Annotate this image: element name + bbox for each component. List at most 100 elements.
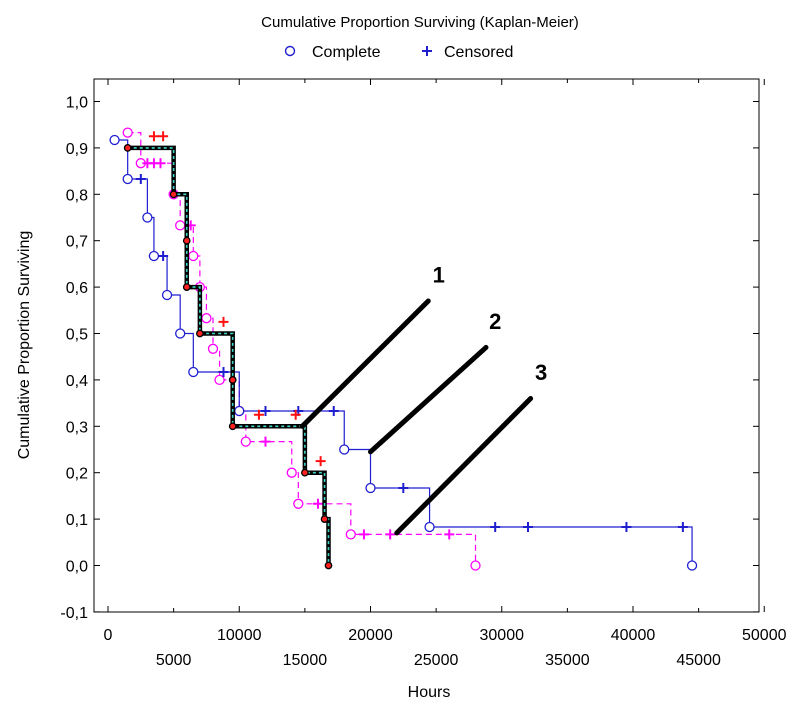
complete-point [293, 498, 304, 509]
censored-point [218, 367, 229, 378]
complete-point [175, 220, 186, 231]
complete-point [286, 467, 297, 478]
censored-point [313, 498, 323, 509]
legend-censored-marker [422, 46, 432, 56]
series-layer [109, 127, 698, 571]
censored-point [328, 405, 339, 416]
annotation-label: 1 [433, 262, 445, 287]
y-tick-label: 0,4 [66, 373, 88, 390]
x-tick-label: 15000 [283, 652, 328, 669]
legend-censored-label: Censored [444, 44, 513, 61]
complete-point [182, 236, 191, 245]
censored-point [444, 529, 455, 540]
y-tick-label: 0,2 [66, 466, 88, 483]
x-tick-label: 20000 [348, 627, 393, 644]
annotation-layer: 1 2 3 [299, 262, 547, 536]
x-tick-label: 50000 [742, 627, 787, 644]
complete-point [240, 436, 251, 447]
complete-point [109, 134, 120, 146]
y-tick-label: 0,0 [66, 559, 88, 576]
censored-point [523, 521, 533, 532]
x-tick-label: 30000 [480, 627, 525, 644]
complete-point [169, 190, 178, 199]
complete-point [123, 144, 132, 152]
complete-point [161, 289, 173, 301]
censored-point [677, 521, 688, 532]
complete-point [122, 127, 133, 138]
series-group [109, 134, 698, 571]
series-line [114, 139, 693, 566]
plot-frame [93, 78, 760, 613]
complete-point [182, 283, 191, 291]
complete-point [234, 405, 245, 417]
annotation-label: 2 [489, 309, 501, 334]
y-tick-label: 0,9 [66, 141, 88, 158]
legend-complete-marker [284, 45, 296, 57]
complete-point [424, 521, 435, 533]
censored-point [158, 131, 169, 142]
complete-point [470, 560, 481, 571]
complete-point [228, 376, 237, 384]
complete-point [214, 374, 225, 386]
complete-point [207, 343, 219, 354]
censored-point [315, 456, 326, 467]
complete-point [365, 482, 376, 494]
x-tick-label: 0 [104, 627, 113, 644]
annotation-line [368, 344, 489, 455]
complete-point [686, 560, 698, 571]
complete-point [122, 173, 133, 185]
complete-point [188, 250, 199, 262]
series-group [123, 131, 333, 570]
complete-point [320, 515, 329, 523]
x-tick-label: 45000 [676, 652, 721, 669]
y-tick-label: -0,1 [60, 605, 88, 622]
complete-point [201, 313, 212, 324]
censored-point [218, 316, 229, 327]
chart-title: Cumulative Proportion Surviving (Kaplan-… [261, 14, 579, 31]
y-tick-label: 0,3 [66, 419, 88, 436]
complete-point [148, 250, 160, 262]
x-axis-title: Hours [408, 684, 451, 701]
censored-point [621, 521, 632, 532]
censored-point [398, 483, 409, 494]
censored-point [155, 158, 166, 169]
annotation-label: 3 [535, 360, 547, 385]
censored-point [253, 409, 264, 420]
censored-point [148, 131, 159, 142]
censored-point [290, 409, 301, 420]
y-tick-label: 0,6 [66, 280, 88, 297]
complete-point [345, 529, 356, 540]
censored-point [260, 436, 271, 447]
y-tick-label: 0,7 [66, 234, 88, 251]
legend-complete-label: Complete [312, 44, 381, 61]
x-tick-label: 35000 [545, 652, 590, 669]
y-axis-title: Cumulative Proportion Surviving [16, 231, 33, 460]
censored-point [358, 529, 369, 540]
series-line-overlay [127, 147, 330, 566]
x-tick-label: 5000 [156, 652, 192, 669]
censored-point [490, 521, 501, 532]
censored-point [385, 529, 396, 540]
censored-point [158, 251, 169, 262]
censored-point [260, 405, 271, 416]
y-tick-label: 1,0 [66, 95, 88, 112]
complete-point [301, 468, 309, 477]
x-tick-label: 10000 [217, 627, 262, 644]
x-tick-label: 25000 [414, 652, 459, 669]
complete-point [142, 212, 153, 223]
annotation-line [394, 395, 534, 536]
y-tick-label: 0,5 [66, 327, 88, 344]
censored-point [135, 173, 146, 184]
legend: Complete Censored [284, 44, 513, 61]
y-tick-label: 0,1 [66, 512, 88, 529]
complete-point [196, 329, 204, 338]
complete-point [339, 444, 350, 455]
complete-point [228, 422, 237, 431]
complete-point [188, 366, 199, 378]
axes-layer: -0,1 0,0 0,1 0,2 0,3 0,4 0,5 0,6 0,7 0,8 0,9 1,0 0 10… [60, 79, 787, 669]
complete-point [175, 328, 186, 339]
annotation-line [299, 298, 431, 429]
complete-point [324, 561, 333, 570]
